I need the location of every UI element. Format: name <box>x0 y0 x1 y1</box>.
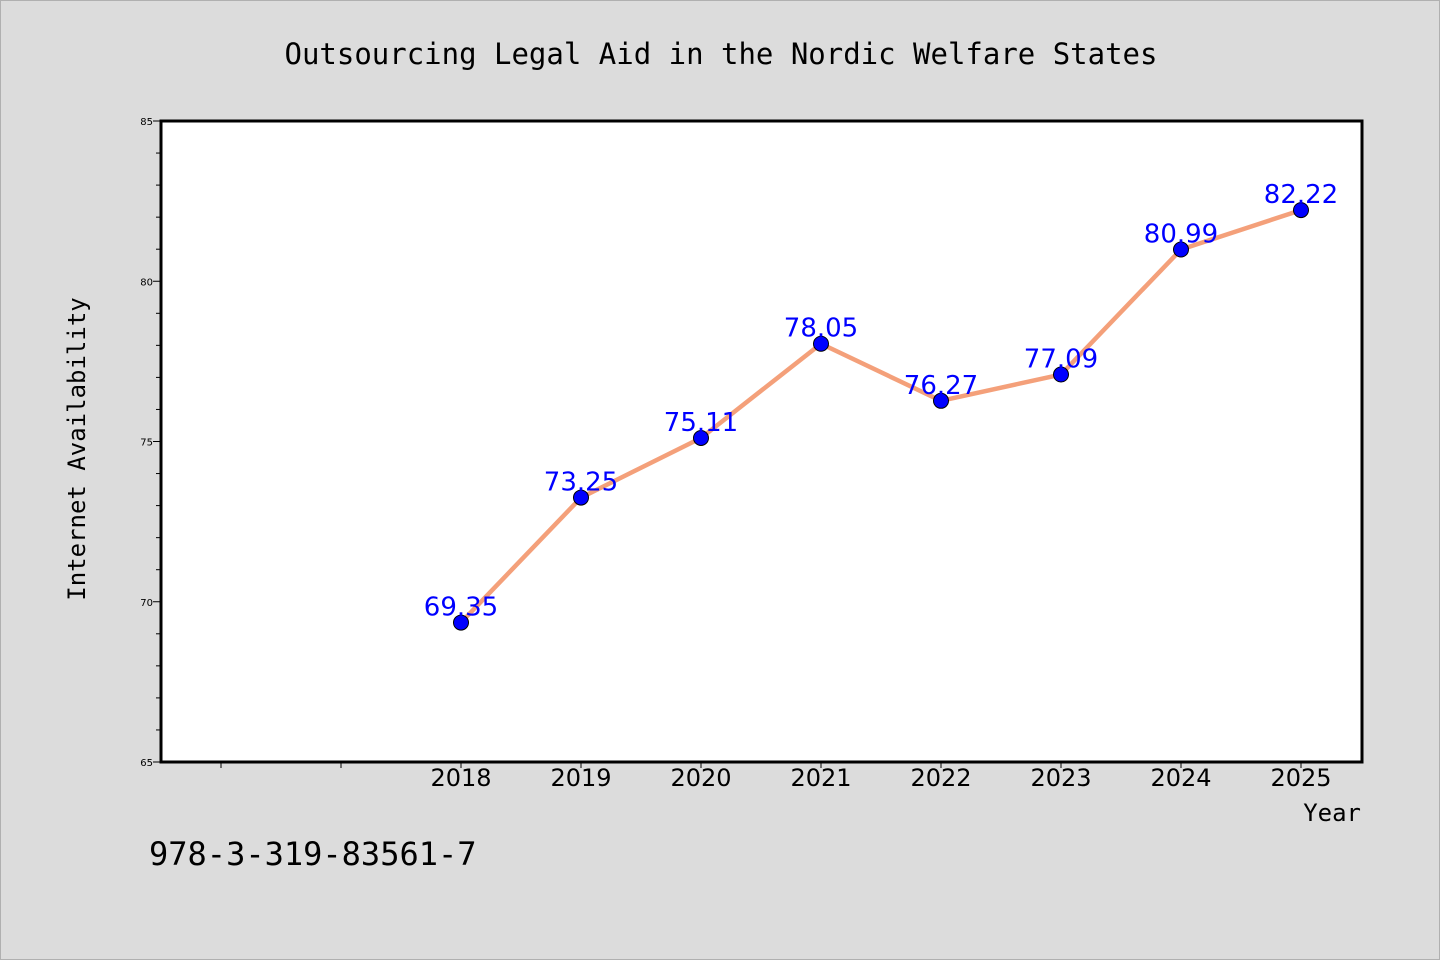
x-tick-label: 2021 <box>790 764 851 792</box>
data-label: 82.22 <box>1264 180 1338 210</box>
y-tick-label: 65 <box>140 758 153 769</box>
series-line <box>459 207 1302 625</box>
x-axis-label: Year <box>1303 799 1361 827</box>
x-tick-label: 2023 <box>1030 764 1091 792</box>
data-point <box>933 392 949 409</box>
y-tick-label: 70 <box>140 598 153 609</box>
data-point <box>1293 202 1309 219</box>
data-label: 76.27 <box>904 371 978 401</box>
data-label: 77.09 <box>1024 345 1098 375</box>
y-axis-label: Internet Availability <box>63 297 91 600</box>
data-point <box>693 429 709 446</box>
data-point <box>813 335 829 352</box>
chart-title: Outsourcing Legal Aid in the Nordic Welf… <box>285 37 1158 71</box>
x-axis: 2018 2019 2020 2021 2022 2023 2024 2025 <box>220 762 1332 792</box>
x-tick-label: 2024 <box>1150 764 1211 792</box>
y-tick-label: 80 <box>140 277 153 288</box>
data-labels: 69.35 73.25 75.11 78.05 76.27 77.09 80.99 82.22 <box>424 180 1338 622</box>
x-tick-label: 2020 <box>670 764 731 792</box>
x-tick-label: 2018 <box>430 764 491 792</box>
y-tick-label: 85 <box>140 117 153 128</box>
data-points <box>453 202 1309 631</box>
x-tick-label: 2022 <box>910 764 971 792</box>
footer-code: 978-3-319-83561-7 <box>149 835 477 873</box>
data-label: 75.11 <box>664 408 738 438</box>
data-label: 73.25 <box>544 468 618 498</box>
data-label: 69.35 <box>424 593 498 623</box>
data-label: 80.99 <box>1144 220 1218 250</box>
data-point <box>1053 366 1069 383</box>
data-point <box>573 489 589 506</box>
data-label: 78.05 <box>784 314 858 344</box>
x-tick-label: 2019 <box>550 764 611 792</box>
plot-area <box>159 119 1364 764</box>
data-point <box>1173 241 1189 258</box>
data-point <box>453 614 469 631</box>
y-axis: 65 70 75 80 85 <box>140 117 161 769</box>
y-tick-label: 75 <box>140 438 153 449</box>
x-tick-label: 2025 <box>1270 764 1331 792</box>
